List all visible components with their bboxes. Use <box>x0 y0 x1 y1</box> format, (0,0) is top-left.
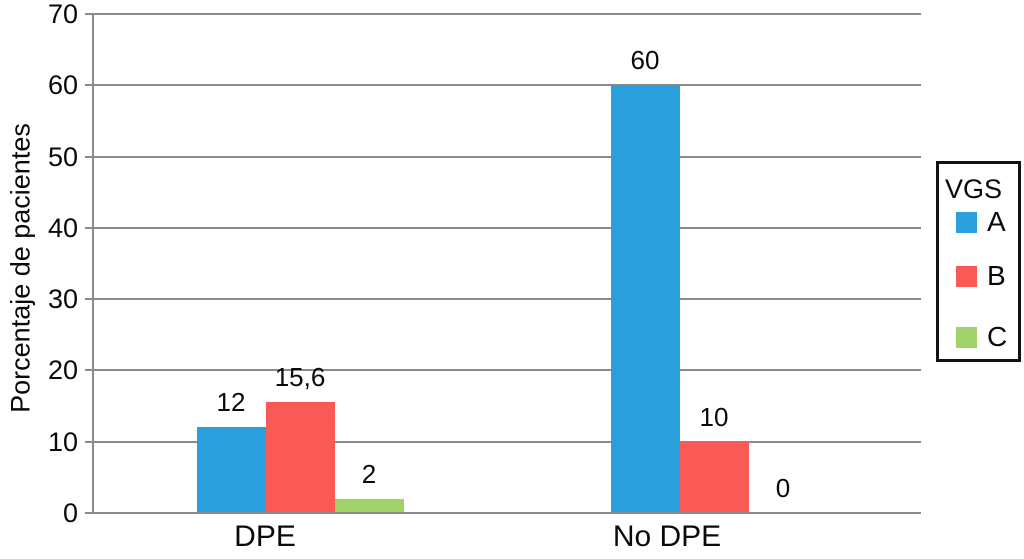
y-tick-label: 60 <box>47 70 78 101</box>
legend-entry-B: B <box>956 262 1006 290</box>
gridline <box>85 440 921 443</box>
bar-value-label: 2 <box>361 458 377 489</box>
legend-swatch-A <box>956 211 977 233</box>
bar-value-label: 15,6 <box>274 361 326 392</box>
bar-No-DPE-B <box>679 441 749 513</box>
legend-title: VGS <box>945 174 1003 204</box>
bar-value-label: 60 <box>630 45 660 76</box>
bar-No-DPE-A <box>610 85 680 513</box>
gridline <box>85 84 921 87</box>
y-tick-label: 70 <box>47 0 78 29</box>
legend-label-B: B <box>987 260 1006 291</box>
gridline <box>85 298 921 301</box>
bar-value-label: 0 <box>775 473 791 503</box>
gridline <box>85 13 921 15</box>
legend-label-A: A <box>987 206 1006 237</box>
gridline <box>85 369 921 372</box>
y-tick-label: 40 <box>47 212 78 243</box>
bar-DPE-A <box>196 427 266 513</box>
y-tick-label: 50 <box>47 141 78 172</box>
bar-DPE-C <box>334 498 404 513</box>
x-axis-line <box>85 512 921 514</box>
y-tick-label: 0 <box>62 498 78 528</box>
x-category-label: No DPE <box>612 520 722 553</box>
y-axis-line <box>92 14 94 514</box>
gridline <box>85 226 921 229</box>
legend-entry-A: A <box>956 208 1006 236</box>
legend-entry-C: C <box>956 323 1007 351</box>
y-tick-label: 30 <box>47 284 78 315</box>
bar-value-label: 12 <box>216 387 246 418</box>
legend-swatch-C <box>956 326 977 348</box>
y-tick-label: 10 <box>47 426 78 457</box>
bar-DPE-B <box>265 401 335 513</box>
legend-swatch-B <box>956 265 977 287</box>
gridline <box>85 155 921 158</box>
bar-value-label: 10 <box>699 401 729 432</box>
y-tick-label: 20 <box>47 355 78 386</box>
legend-label-C: C <box>987 321 1008 352</box>
x-category-label: DPE <box>234 520 296 553</box>
